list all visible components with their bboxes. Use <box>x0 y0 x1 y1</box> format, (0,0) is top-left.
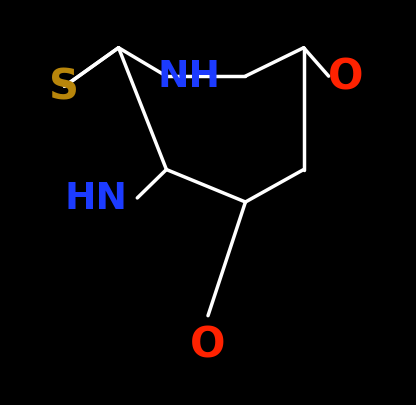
Text: S: S <box>50 66 79 108</box>
Text: HN: HN <box>64 181 127 216</box>
Text: NH: NH <box>158 59 221 95</box>
Text: O: O <box>327 56 363 98</box>
Text: O: O <box>190 324 226 366</box>
